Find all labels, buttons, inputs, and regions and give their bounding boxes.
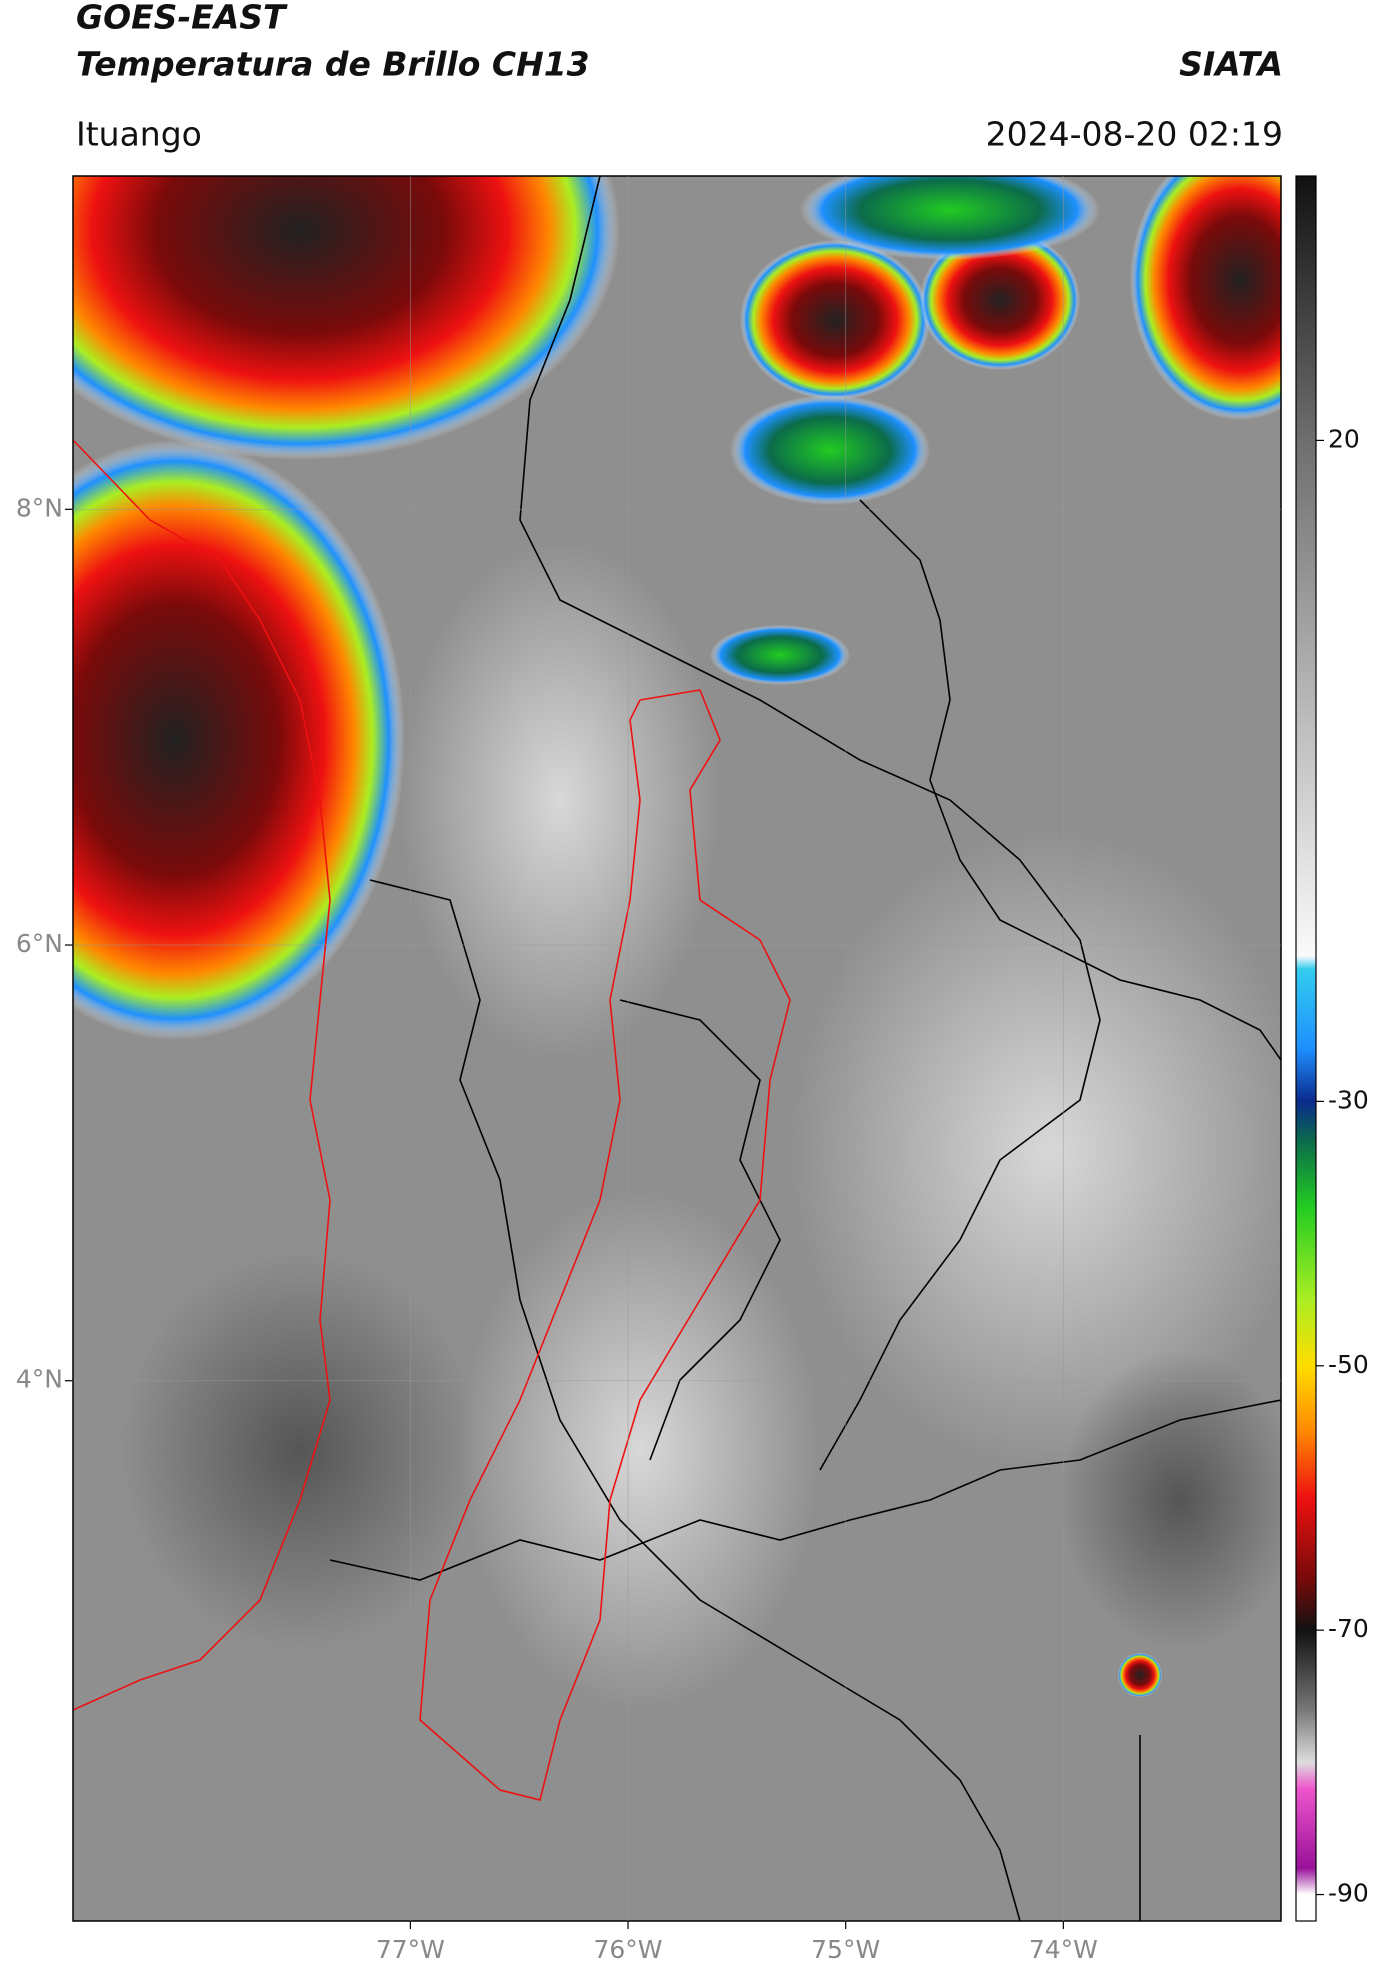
colorbar-tick-label: -90: [1328, 1879, 1369, 1908]
colorbar-bar: [1295, 175, 1317, 1922]
y-tick-label: 4°N: [16, 1365, 63, 1394]
y-tick-label: 8°N: [16, 493, 63, 522]
colorbar-tick-label: -50: [1328, 1350, 1369, 1379]
graticule: 77°W 76°W 75°W 74°W 8°N 6°N 4°N: [16, 176, 1281, 1964]
colorbar-tick-label: -70: [1328, 1614, 1369, 1643]
colorbar-tick-label: -30: [1328, 1085, 1369, 1114]
colorbar-tick-label: 20: [1328, 424, 1360, 453]
x-tick-label: 74°W: [1029, 1935, 1098, 1964]
x-tick-label: 77°W: [376, 1935, 445, 1964]
colorbar: 20 -30 -50 -70 -90: [1295, 175, 1369, 1922]
timestamp: 2024-08-20 02:19: [986, 115, 1283, 154]
region-label: Ituango: [76, 115, 202, 154]
map-frame: [72, 175, 1282, 1922]
product-title: Temperatura de Brillo CH13: [76, 45, 590, 84]
x-tick-label: 76°W: [594, 1935, 663, 1964]
satellite-title: GOES-EAST: [76, 0, 288, 37]
satellite-imagery: [73, 176, 1281, 1921]
x-tick-label: 75°W: [811, 1935, 880, 1964]
y-tick-label: 6°N: [16, 929, 63, 958]
organization: SIATA: [1179, 45, 1283, 84]
